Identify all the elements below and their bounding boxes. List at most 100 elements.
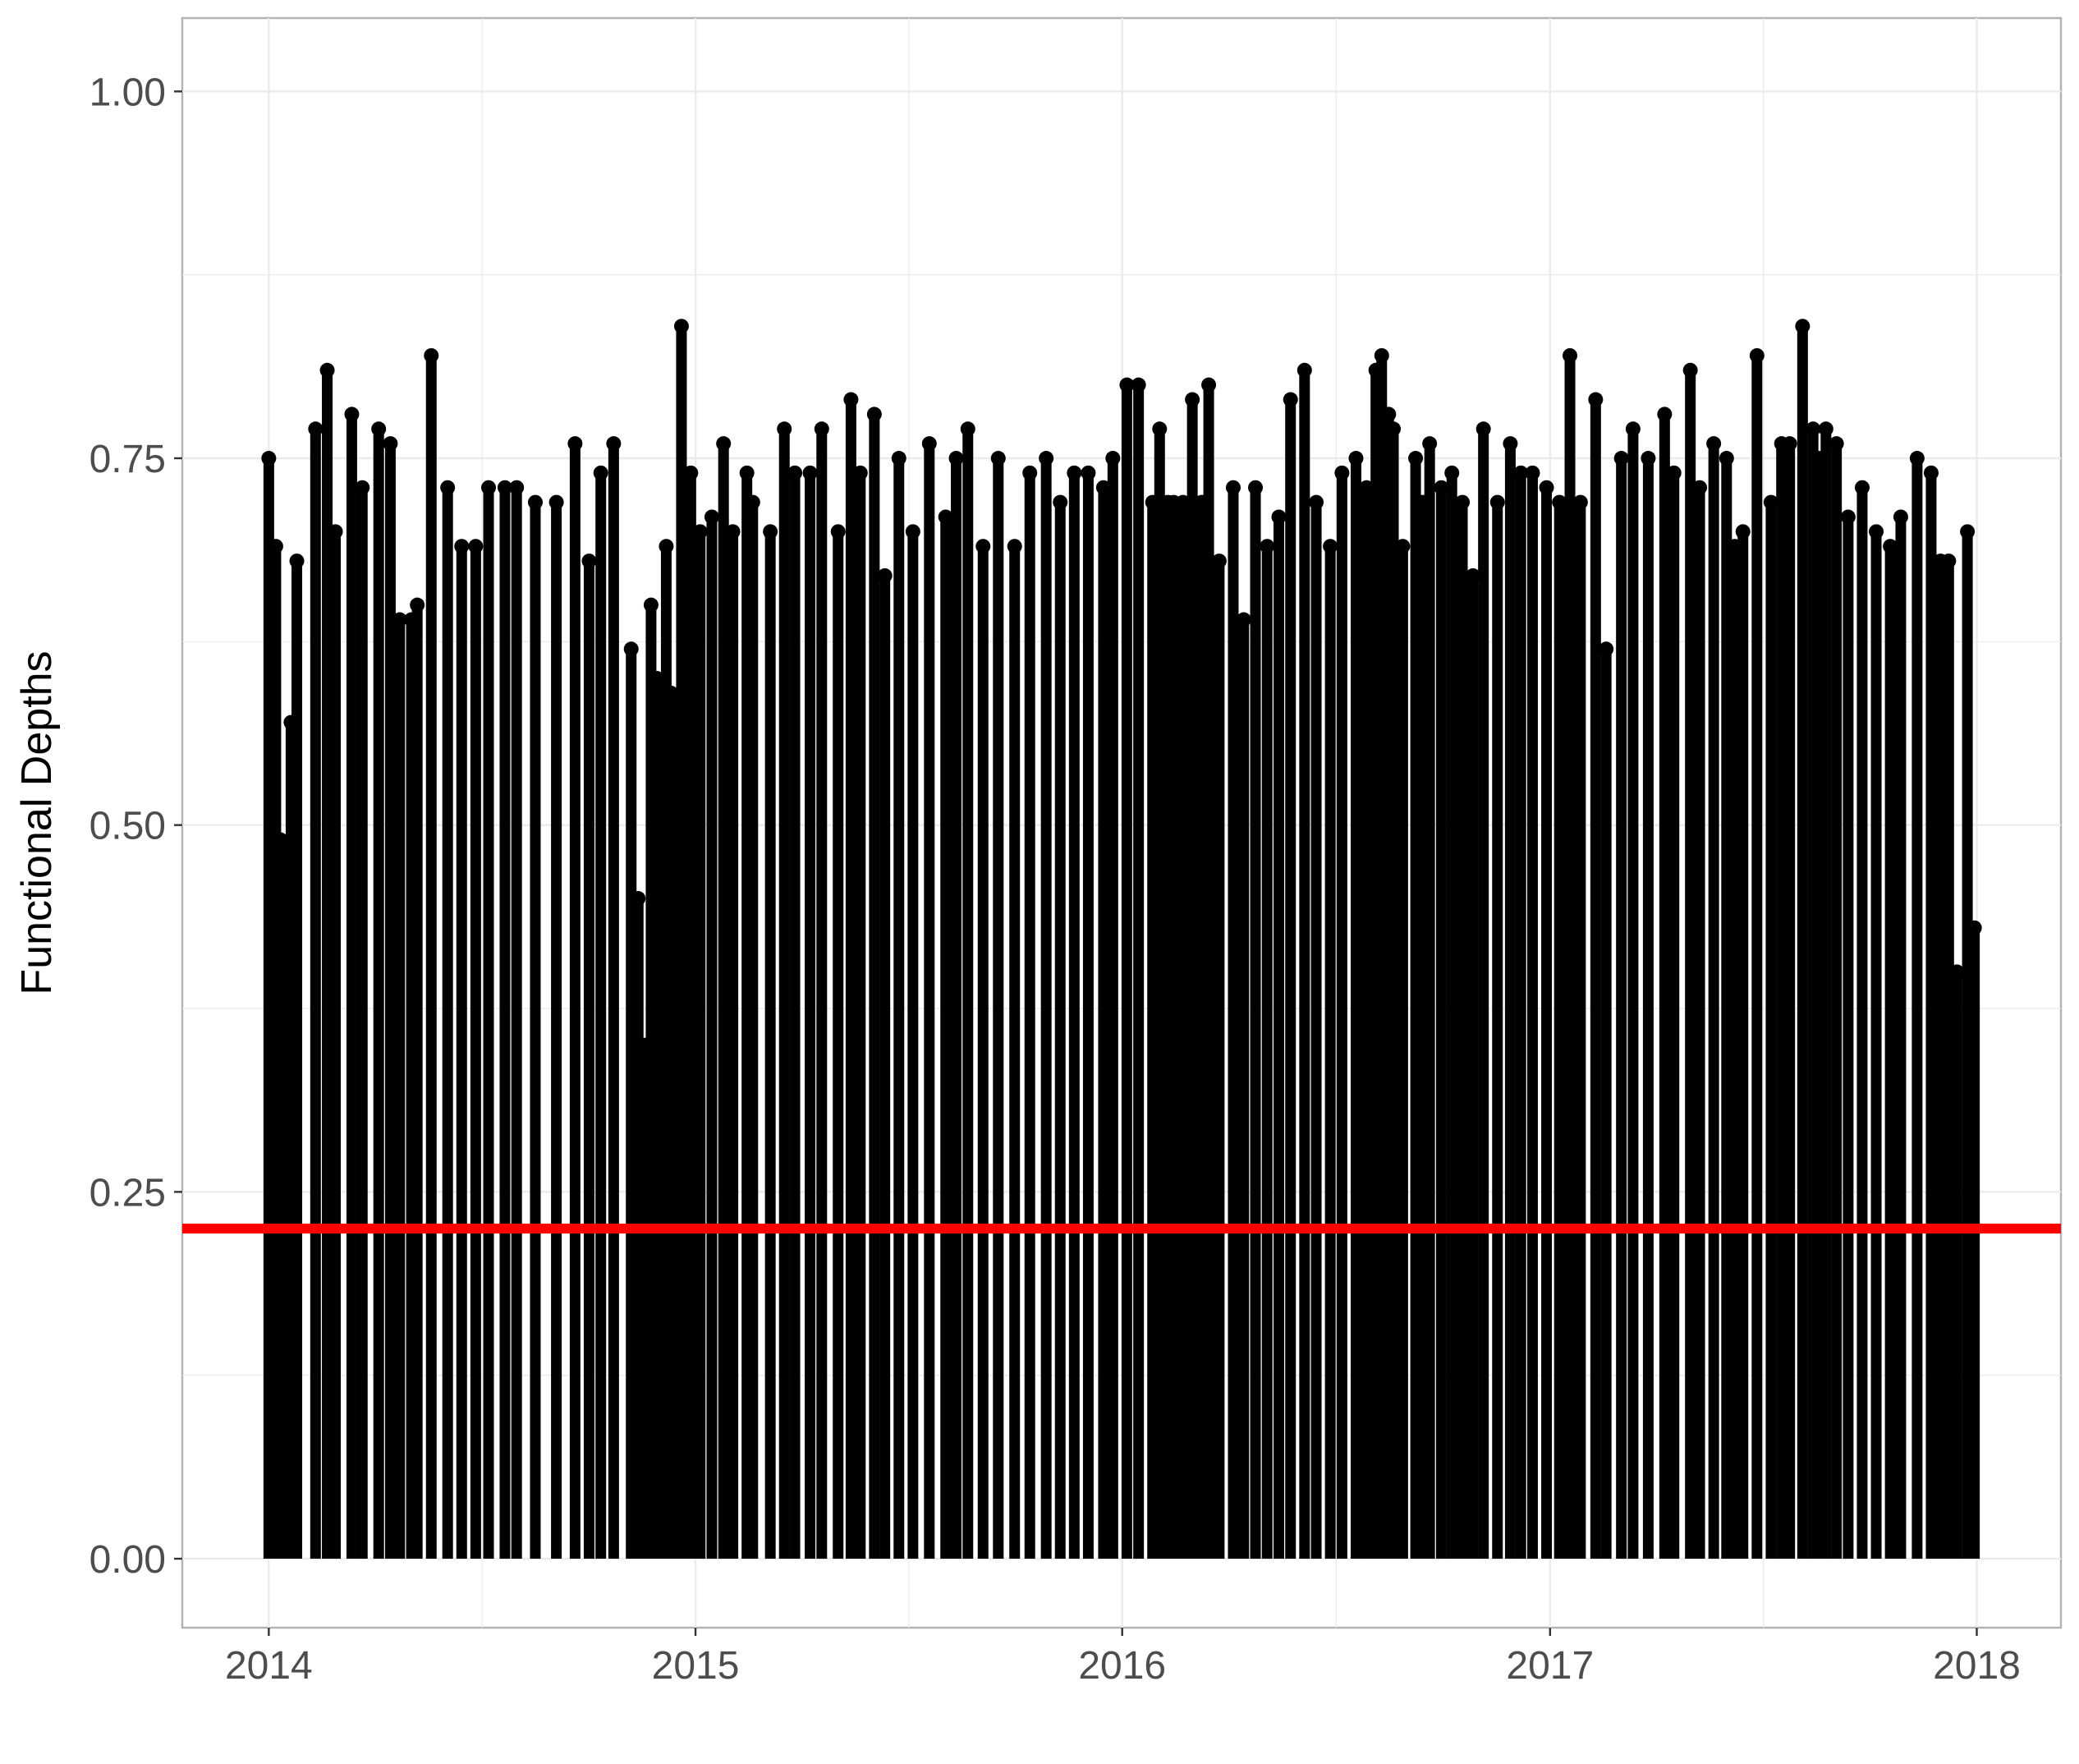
depth-point	[905, 524, 920, 540]
depth-point	[1248, 480, 1264, 495]
depth-point	[1381, 407, 1397, 422]
depth-point	[606, 436, 622, 452]
depth-point	[454, 539, 470, 554]
y-tick-label: 0.50	[89, 805, 166, 848]
depth-point	[1422, 436, 1438, 452]
depth-point	[1666, 465, 1682, 480]
depth-point	[567, 436, 583, 452]
depth-point	[692, 524, 708, 540]
depth-point	[371, 421, 387, 437]
depth-point	[424, 347, 439, 363]
depth-point	[1840, 509, 1856, 525]
depth-point	[1599, 641, 1614, 657]
depth-point	[1941, 554, 1957, 569]
depth-point	[527, 494, 543, 510]
depth-point	[1572, 494, 1588, 510]
depth-point	[1923, 465, 1939, 480]
depth-point	[649, 671, 665, 687]
depth-point	[319, 362, 335, 378]
depth-point	[1465, 567, 1480, 583]
depth-point	[1763, 494, 1778, 510]
depth-point	[704, 509, 719, 525]
depth-point	[1386, 421, 1402, 437]
depth-point	[1022, 465, 1038, 480]
depth-point	[1119, 377, 1135, 393]
depth-point	[960, 421, 975, 437]
depth-point	[1271, 509, 1287, 525]
depth-point	[509, 480, 525, 495]
depth-point	[814, 421, 829, 437]
depth-point	[548, 494, 564, 510]
depth-point	[1095, 480, 1111, 495]
depth-point	[261, 451, 277, 466]
depth-point	[344, 407, 360, 422]
depth-point	[1967, 920, 1982, 935]
depth-point	[440, 480, 456, 495]
depth-point	[1735, 524, 1751, 540]
y-tick-label: 0.75	[89, 438, 166, 481]
depth-point	[763, 524, 778, 540]
depth-point	[725, 524, 741, 540]
depth-point	[1194, 494, 1209, 510]
depth-point	[392, 612, 407, 627]
depth-point	[659, 539, 674, 554]
depth-point	[1260, 539, 1275, 554]
depth-point	[1007, 539, 1022, 554]
depth-point	[497, 480, 512, 495]
depth-point	[308, 421, 324, 437]
depth-point	[1513, 465, 1529, 480]
depth-point	[1588, 392, 1604, 407]
depth-point	[1067, 465, 1082, 480]
depth-point	[1503, 436, 1518, 452]
depth-point	[404, 612, 420, 627]
depth-point	[1309, 494, 1324, 510]
depth-point	[1105, 451, 1121, 466]
depth-point	[852, 465, 868, 480]
stems	[263, 326, 1980, 1560]
depth-point	[1323, 539, 1338, 554]
depth-point	[891, 451, 906, 466]
y-tick-label: 0.25	[89, 1171, 166, 1215]
depth-point	[268, 539, 283, 554]
depth-point	[1641, 451, 1656, 466]
depth-point	[1211, 554, 1227, 569]
depth-point	[1811, 451, 1827, 466]
depth-point	[1201, 377, 1217, 393]
depth-point	[593, 465, 608, 480]
depth-point	[830, 524, 846, 540]
depth-point	[631, 891, 646, 907]
depth-point	[1782, 436, 1797, 452]
depth-point	[1415, 494, 1430, 510]
depth-point	[1475, 421, 1491, 437]
depth-point	[1297, 362, 1312, 378]
depth-point	[1706, 436, 1722, 452]
depth-point	[1854, 480, 1870, 495]
depth-point	[877, 567, 893, 583]
depth-point	[1727, 539, 1742, 554]
depth-point	[921, 436, 937, 452]
x-tick-label: 2016	[1078, 1644, 1166, 1688]
depth-point	[1657, 407, 1673, 422]
depth-point	[683, 465, 699, 480]
depth-point	[948, 451, 964, 466]
depth-point	[1489, 494, 1505, 510]
depth-point	[1225, 480, 1241, 495]
y-axis: 0.00 0.25 0.50 0.75 1.00	[89, 71, 182, 1582]
depth-point	[1395, 539, 1411, 554]
depth-point	[1749, 347, 1765, 363]
depth-point	[1539, 480, 1554, 495]
depth-point	[1053, 494, 1068, 510]
depth-point	[1359, 480, 1375, 495]
depth-point	[283, 714, 299, 730]
depth-point	[1692, 480, 1708, 495]
depth-point	[1563, 347, 1578, 363]
depth-point	[1145, 494, 1160, 510]
depth-point	[990, 451, 1006, 466]
depth-point	[1960, 524, 1976, 540]
depth-point	[355, 480, 370, 495]
depth-point	[1795, 319, 1811, 334]
depth-point	[1719, 451, 1734, 466]
y-tick-label: 1.00	[89, 71, 166, 114]
x-tick-label: 2018	[1933, 1644, 2021, 1688]
depth-point	[1613, 451, 1629, 466]
